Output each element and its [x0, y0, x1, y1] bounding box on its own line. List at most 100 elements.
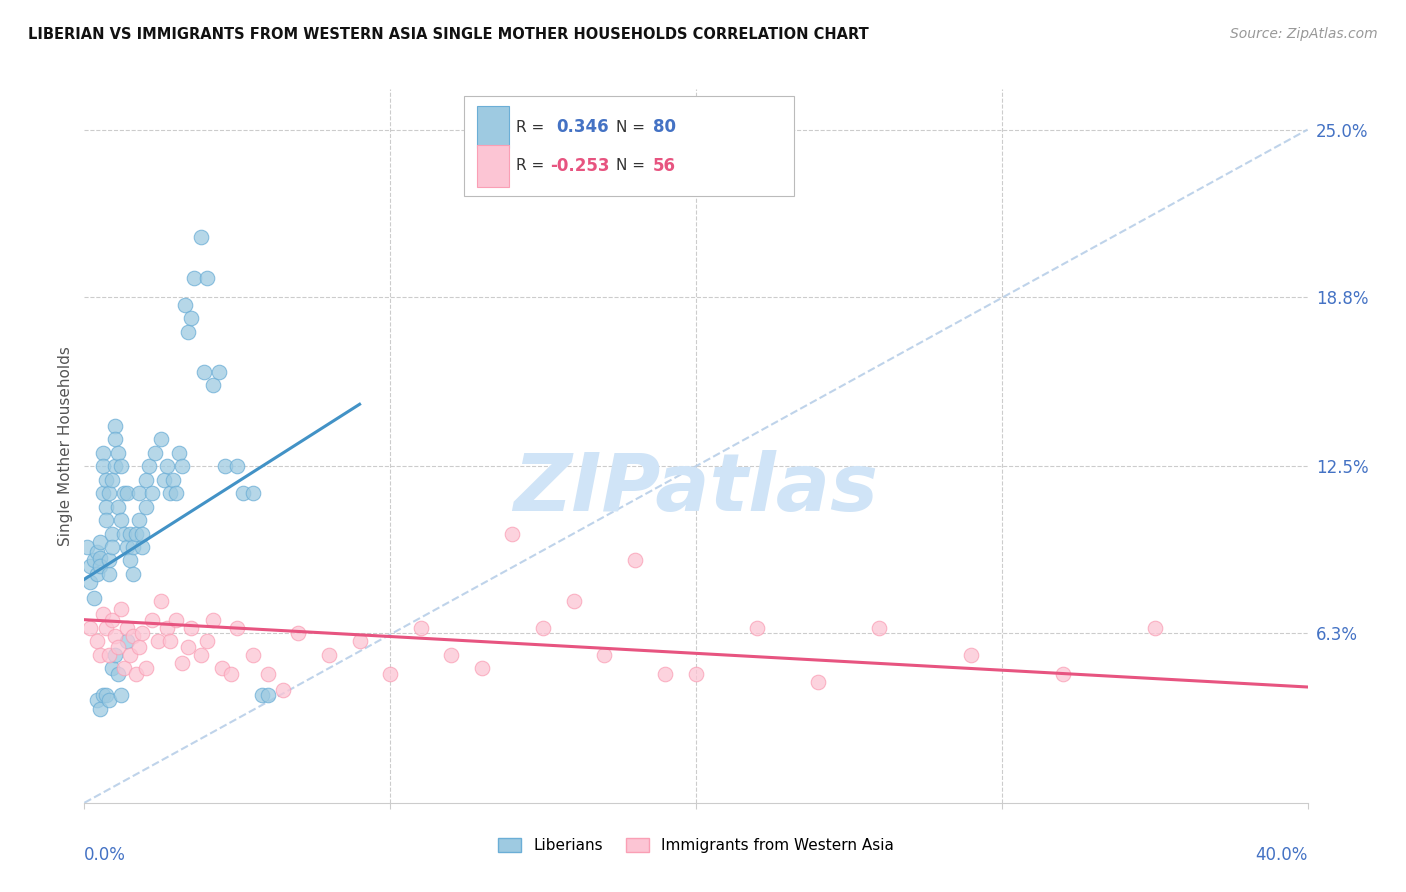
Point: [208, 365, 231, 379]
Point: [101, 473, 124, 487]
Point: [177, 640, 200, 654]
Point: [747, 621, 769, 635]
Point: [94, 473, 117, 487]
Point: [94, 500, 117, 514]
Point: [149, 432, 172, 446]
Point: [86, 634, 108, 648]
Point: [94, 513, 117, 527]
Point: [153, 473, 176, 487]
Point: [195, 634, 218, 648]
Point: [214, 459, 236, 474]
Point: [112, 661, 135, 675]
Point: [101, 613, 124, 627]
Point: [318, 648, 340, 662]
Point: [112, 486, 135, 500]
Point: [141, 486, 163, 500]
Text: 56: 56: [654, 157, 676, 175]
Point: [91, 459, 114, 474]
Point: [76, 540, 98, 554]
Y-axis label: Single Mother Households: Single Mother Households: [58, 346, 73, 546]
Point: [135, 473, 157, 487]
Point: [190, 648, 212, 662]
Point: [654, 666, 676, 681]
FancyBboxPatch shape: [477, 145, 509, 186]
Point: [79, 621, 101, 635]
Point: [349, 634, 371, 648]
Point: [110, 688, 132, 702]
Point: [502, 526, 524, 541]
Point: [110, 513, 132, 527]
Point: [380, 666, 402, 681]
Point: [193, 365, 215, 379]
Point: [141, 613, 163, 627]
Point: [174, 298, 197, 312]
Point: [91, 446, 114, 460]
Point: [201, 613, 224, 627]
Point: [162, 473, 184, 487]
Point: [624, 553, 647, 567]
Point: [104, 648, 127, 662]
Point: [409, 621, 432, 635]
Point: [89, 701, 111, 715]
Point: [131, 626, 153, 640]
Point: [104, 432, 127, 446]
FancyBboxPatch shape: [464, 96, 794, 196]
Legend: Liberians, Immigrants from Western Asia: Liberians, Immigrants from Western Asia: [492, 832, 900, 859]
Point: [97, 693, 120, 707]
Point: [593, 648, 616, 662]
Text: 80: 80: [654, 118, 676, 136]
Point: [211, 661, 233, 675]
Point: [159, 486, 181, 500]
Point: [86, 545, 108, 559]
Point: [86, 566, 108, 581]
Point: [91, 607, 114, 622]
Point: [165, 486, 187, 500]
Point: [156, 459, 179, 474]
Point: [287, 626, 309, 640]
Point: [167, 446, 190, 460]
Point: [101, 661, 124, 675]
Point: [128, 640, 150, 654]
Point: [125, 666, 148, 681]
Point: [135, 661, 157, 675]
Point: [97, 553, 120, 567]
Point: [156, 621, 179, 635]
Text: -0.253: -0.253: [550, 157, 610, 175]
Text: Source: ZipAtlas.com: Source: ZipAtlas.com: [1230, 27, 1378, 41]
Point: [1052, 666, 1074, 681]
Point: [138, 459, 160, 474]
Point: [250, 688, 273, 702]
Point: [242, 648, 264, 662]
Point: [122, 540, 145, 554]
Point: [257, 666, 280, 681]
Point: [115, 621, 138, 635]
Point: [107, 500, 129, 514]
Point: [125, 526, 148, 541]
Point: [110, 459, 132, 474]
Point: [190, 230, 212, 244]
Point: [97, 566, 120, 581]
Point: [165, 613, 187, 627]
Point: [79, 558, 101, 573]
Point: [562, 594, 585, 608]
Point: [177, 325, 200, 339]
Point: [226, 621, 249, 635]
Text: R =: R =: [516, 120, 550, 135]
Point: [131, 526, 153, 541]
Point: [120, 553, 142, 567]
Point: [120, 648, 142, 662]
Point: [97, 486, 120, 500]
Text: R =: R =: [516, 158, 550, 173]
Text: LIBERIAN VS IMMIGRANTS FROM WESTERN ASIA SINGLE MOTHER HOUSEHOLDS CORRELATION CH: LIBERIAN VS IMMIGRANTS FROM WESTERN ASIA…: [28, 27, 869, 42]
Point: [242, 486, 264, 500]
Point: [120, 526, 142, 541]
Text: N =: N =: [616, 120, 651, 135]
Point: [960, 648, 983, 662]
Point: [172, 459, 194, 474]
Text: ZIPatlas: ZIPatlas: [513, 450, 879, 528]
Text: 0.346: 0.346: [557, 118, 609, 136]
Point: [115, 486, 138, 500]
Point: [86, 693, 108, 707]
Point: [271, 682, 294, 697]
Point: [83, 591, 105, 606]
